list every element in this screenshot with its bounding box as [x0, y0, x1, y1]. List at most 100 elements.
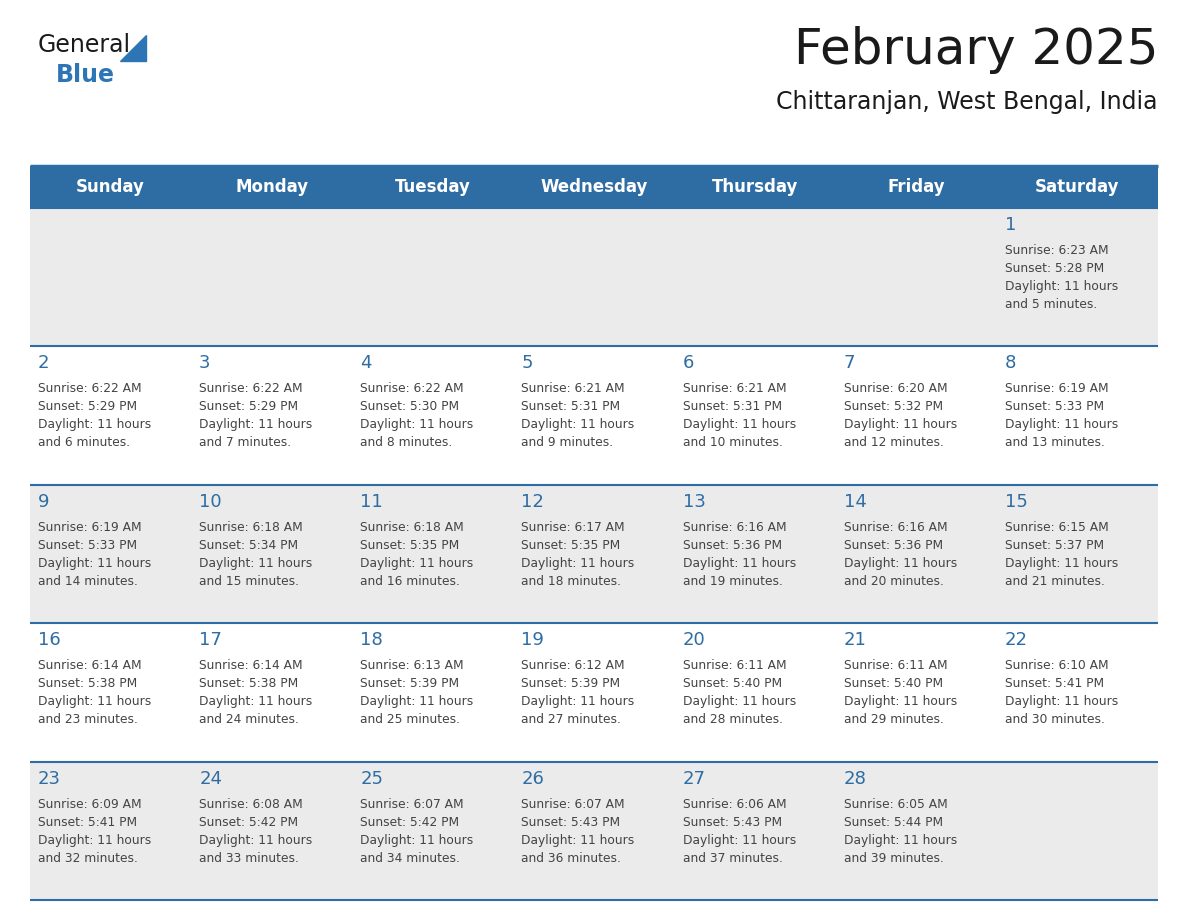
Text: and 21 minutes.: and 21 minutes.	[1005, 575, 1105, 588]
Text: Tuesday: Tuesday	[394, 178, 470, 196]
Text: Sunrise: 6:23 AM: Sunrise: 6:23 AM	[1005, 244, 1108, 257]
Bar	[30, 762, 1158, 900]
Text: Thursday: Thursday	[712, 178, 798, 196]
Text: and 23 minutes.: and 23 minutes.	[38, 713, 138, 726]
Text: and 37 minutes.: and 37 minutes.	[683, 852, 783, 865]
Text: Sunrise: 6:17 AM: Sunrise: 6:17 AM	[522, 521, 625, 533]
Bar	[30, 623, 1158, 762]
Text: Sunset: 5:30 PM: Sunset: 5:30 PM	[360, 400, 460, 413]
Text: 26: 26	[522, 769, 544, 788]
Text: 25: 25	[360, 769, 384, 788]
Text: Sunrise: 6:16 AM: Sunrise: 6:16 AM	[683, 521, 786, 533]
Text: February 2025: February 2025	[794, 26, 1158, 74]
Text: Daylight: 11 hours: Daylight: 11 hours	[1005, 557, 1118, 570]
Text: Daylight: 11 hours: Daylight: 11 hours	[38, 557, 151, 570]
Text: 7: 7	[843, 354, 855, 373]
Text: Sunset: 5:29 PM: Sunset: 5:29 PM	[200, 400, 298, 413]
Text: 1: 1	[1005, 216, 1016, 234]
Text: 12: 12	[522, 493, 544, 510]
Text: Sunset: 5:34 PM: Sunset: 5:34 PM	[200, 539, 298, 552]
Text: 10: 10	[200, 493, 222, 510]
Text: and 33 minutes.: and 33 minutes.	[200, 852, 299, 865]
Text: Sunrise: 6:14 AM: Sunrise: 6:14 AM	[200, 659, 303, 672]
Text: Sunset: 5:39 PM: Sunset: 5:39 PM	[522, 677, 620, 690]
Text: Sunrise: 6:21 AM: Sunrise: 6:21 AM	[522, 383, 625, 396]
Text: 16: 16	[38, 632, 61, 649]
Text: and 36 minutes.: and 36 minutes.	[522, 852, 621, 865]
Text: and 39 minutes.: and 39 minutes.	[843, 852, 943, 865]
Text: and 5 minutes.: and 5 minutes.	[1005, 298, 1097, 311]
Text: Sunrise: 6:11 AM: Sunrise: 6:11 AM	[683, 659, 786, 672]
Text: Sunrise: 6:13 AM: Sunrise: 6:13 AM	[360, 659, 463, 672]
Text: Daylight: 11 hours: Daylight: 11 hours	[200, 834, 312, 846]
Text: Sunset: 5:41 PM: Sunset: 5:41 PM	[38, 815, 137, 829]
Text: Sunset: 5:39 PM: Sunset: 5:39 PM	[360, 677, 460, 690]
Text: and 34 minutes.: and 34 minutes.	[360, 852, 460, 865]
Text: Daylight: 11 hours: Daylight: 11 hours	[200, 419, 312, 431]
Text: 23: 23	[38, 769, 61, 788]
Text: General: General	[38, 33, 131, 57]
Text: Sunset: 5:40 PM: Sunset: 5:40 PM	[843, 677, 943, 690]
Text: Daylight: 11 hours: Daylight: 11 hours	[360, 834, 474, 846]
Text: Sunrise: 6:05 AM: Sunrise: 6:05 AM	[843, 798, 948, 811]
Text: Sunset: 5:38 PM: Sunset: 5:38 PM	[200, 677, 298, 690]
Text: Sunrise: 6:14 AM: Sunrise: 6:14 AM	[38, 659, 141, 672]
Text: Sunrise: 6:11 AM: Sunrise: 6:11 AM	[843, 659, 947, 672]
Text: Sunrise: 6:06 AM: Sunrise: 6:06 AM	[683, 798, 786, 811]
Text: 13: 13	[683, 493, 706, 510]
Text: and 15 minutes.: and 15 minutes.	[200, 575, 299, 588]
Text: 18: 18	[360, 632, 383, 649]
Text: 6: 6	[683, 354, 694, 373]
Text: Daylight: 11 hours: Daylight: 11 hours	[38, 419, 151, 431]
Text: Daylight: 11 hours: Daylight: 11 hours	[1005, 280, 1118, 293]
Text: Sunrise: 6:10 AM: Sunrise: 6:10 AM	[1005, 659, 1108, 672]
Text: Wednesday: Wednesday	[541, 178, 647, 196]
Bar	[30, 485, 1158, 623]
Text: Daylight: 11 hours: Daylight: 11 hours	[522, 834, 634, 846]
Text: Sunset: 5:36 PM: Sunset: 5:36 PM	[843, 539, 943, 552]
Text: Sunset: 5:33 PM: Sunset: 5:33 PM	[1005, 400, 1104, 413]
Text: 24: 24	[200, 769, 222, 788]
Text: 21: 21	[843, 632, 866, 649]
Text: 8: 8	[1005, 354, 1016, 373]
Text: 9: 9	[38, 493, 50, 510]
Text: and 13 minutes.: and 13 minutes.	[1005, 436, 1105, 450]
Text: and 25 minutes.: and 25 minutes.	[360, 713, 460, 726]
Bar	[30, 166, 1158, 208]
Text: Sunrise: 6:15 AM: Sunrise: 6:15 AM	[1005, 521, 1108, 533]
Text: Sunset: 5:33 PM: Sunset: 5:33 PM	[38, 539, 137, 552]
Text: Chittaranjan, West Bengal, India: Chittaranjan, West Bengal, India	[777, 90, 1158, 114]
Text: 5: 5	[522, 354, 533, 373]
Text: and 27 minutes.: and 27 minutes.	[522, 713, 621, 726]
Text: Daylight: 11 hours: Daylight: 11 hours	[683, 557, 796, 570]
Text: Daylight: 11 hours: Daylight: 11 hours	[360, 419, 474, 431]
Text: Sunset: 5:38 PM: Sunset: 5:38 PM	[38, 677, 138, 690]
Text: Sunset: 5:43 PM: Sunset: 5:43 PM	[522, 815, 620, 829]
Text: Sunrise: 6:08 AM: Sunrise: 6:08 AM	[200, 798, 303, 811]
Text: Sunset: 5:44 PM: Sunset: 5:44 PM	[843, 815, 943, 829]
Text: Daylight: 11 hours: Daylight: 11 hours	[522, 557, 634, 570]
Text: and 29 minutes.: and 29 minutes.	[843, 713, 943, 726]
Text: Sunset: 5:42 PM: Sunset: 5:42 PM	[200, 815, 298, 829]
Text: Saturday: Saturday	[1035, 178, 1119, 196]
Text: Sunrise: 6:07 AM: Sunrise: 6:07 AM	[522, 798, 625, 811]
Text: Daylight: 11 hours: Daylight: 11 hours	[683, 695, 796, 708]
Text: Sunrise: 6:21 AM: Sunrise: 6:21 AM	[683, 383, 786, 396]
Text: Friday: Friday	[887, 178, 946, 196]
Text: and 8 minutes.: and 8 minutes.	[360, 436, 453, 450]
Text: 19: 19	[522, 632, 544, 649]
Text: and 6 minutes.: and 6 minutes.	[38, 436, 131, 450]
Text: and 32 minutes.: and 32 minutes.	[38, 852, 138, 865]
Text: Sunset: 5:42 PM: Sunset: 5:42 PM	[360, 815, 460, 829]
Text: Daylight: 11 hours: Daylight: 11 hours	[38, 695, 151, 708]
Text: and 19 minutes.: and 19 minutes.	[683, 575, 783, 588]
Text: Daylight: 11 hours: Daylight: 11 hours	[843, 834, 958, 846]
Text: 17: 17	[200, 632, 222, 649]
Text: 3: 3	[200, 354, 210, 373]
Text: Sunset: 5:31 PM: Sunset: 5:31 PM	[522, 400, 620, 413]
Text: and 14 minutes.: and 14 minutes.	[38, 575, 138, 588]
Text: and 20 minutes.: and 20 minutes.	[843, 575, 943, 588]
Text: and 18 minutes.: and 18 minutes.	[522, 575, 621, 588]
Bar	[30, 208, 1158, 346]
Text: Sunset: 5:32 PM: Sunset: 5:32 PM	[843, 400, 943, 413]
